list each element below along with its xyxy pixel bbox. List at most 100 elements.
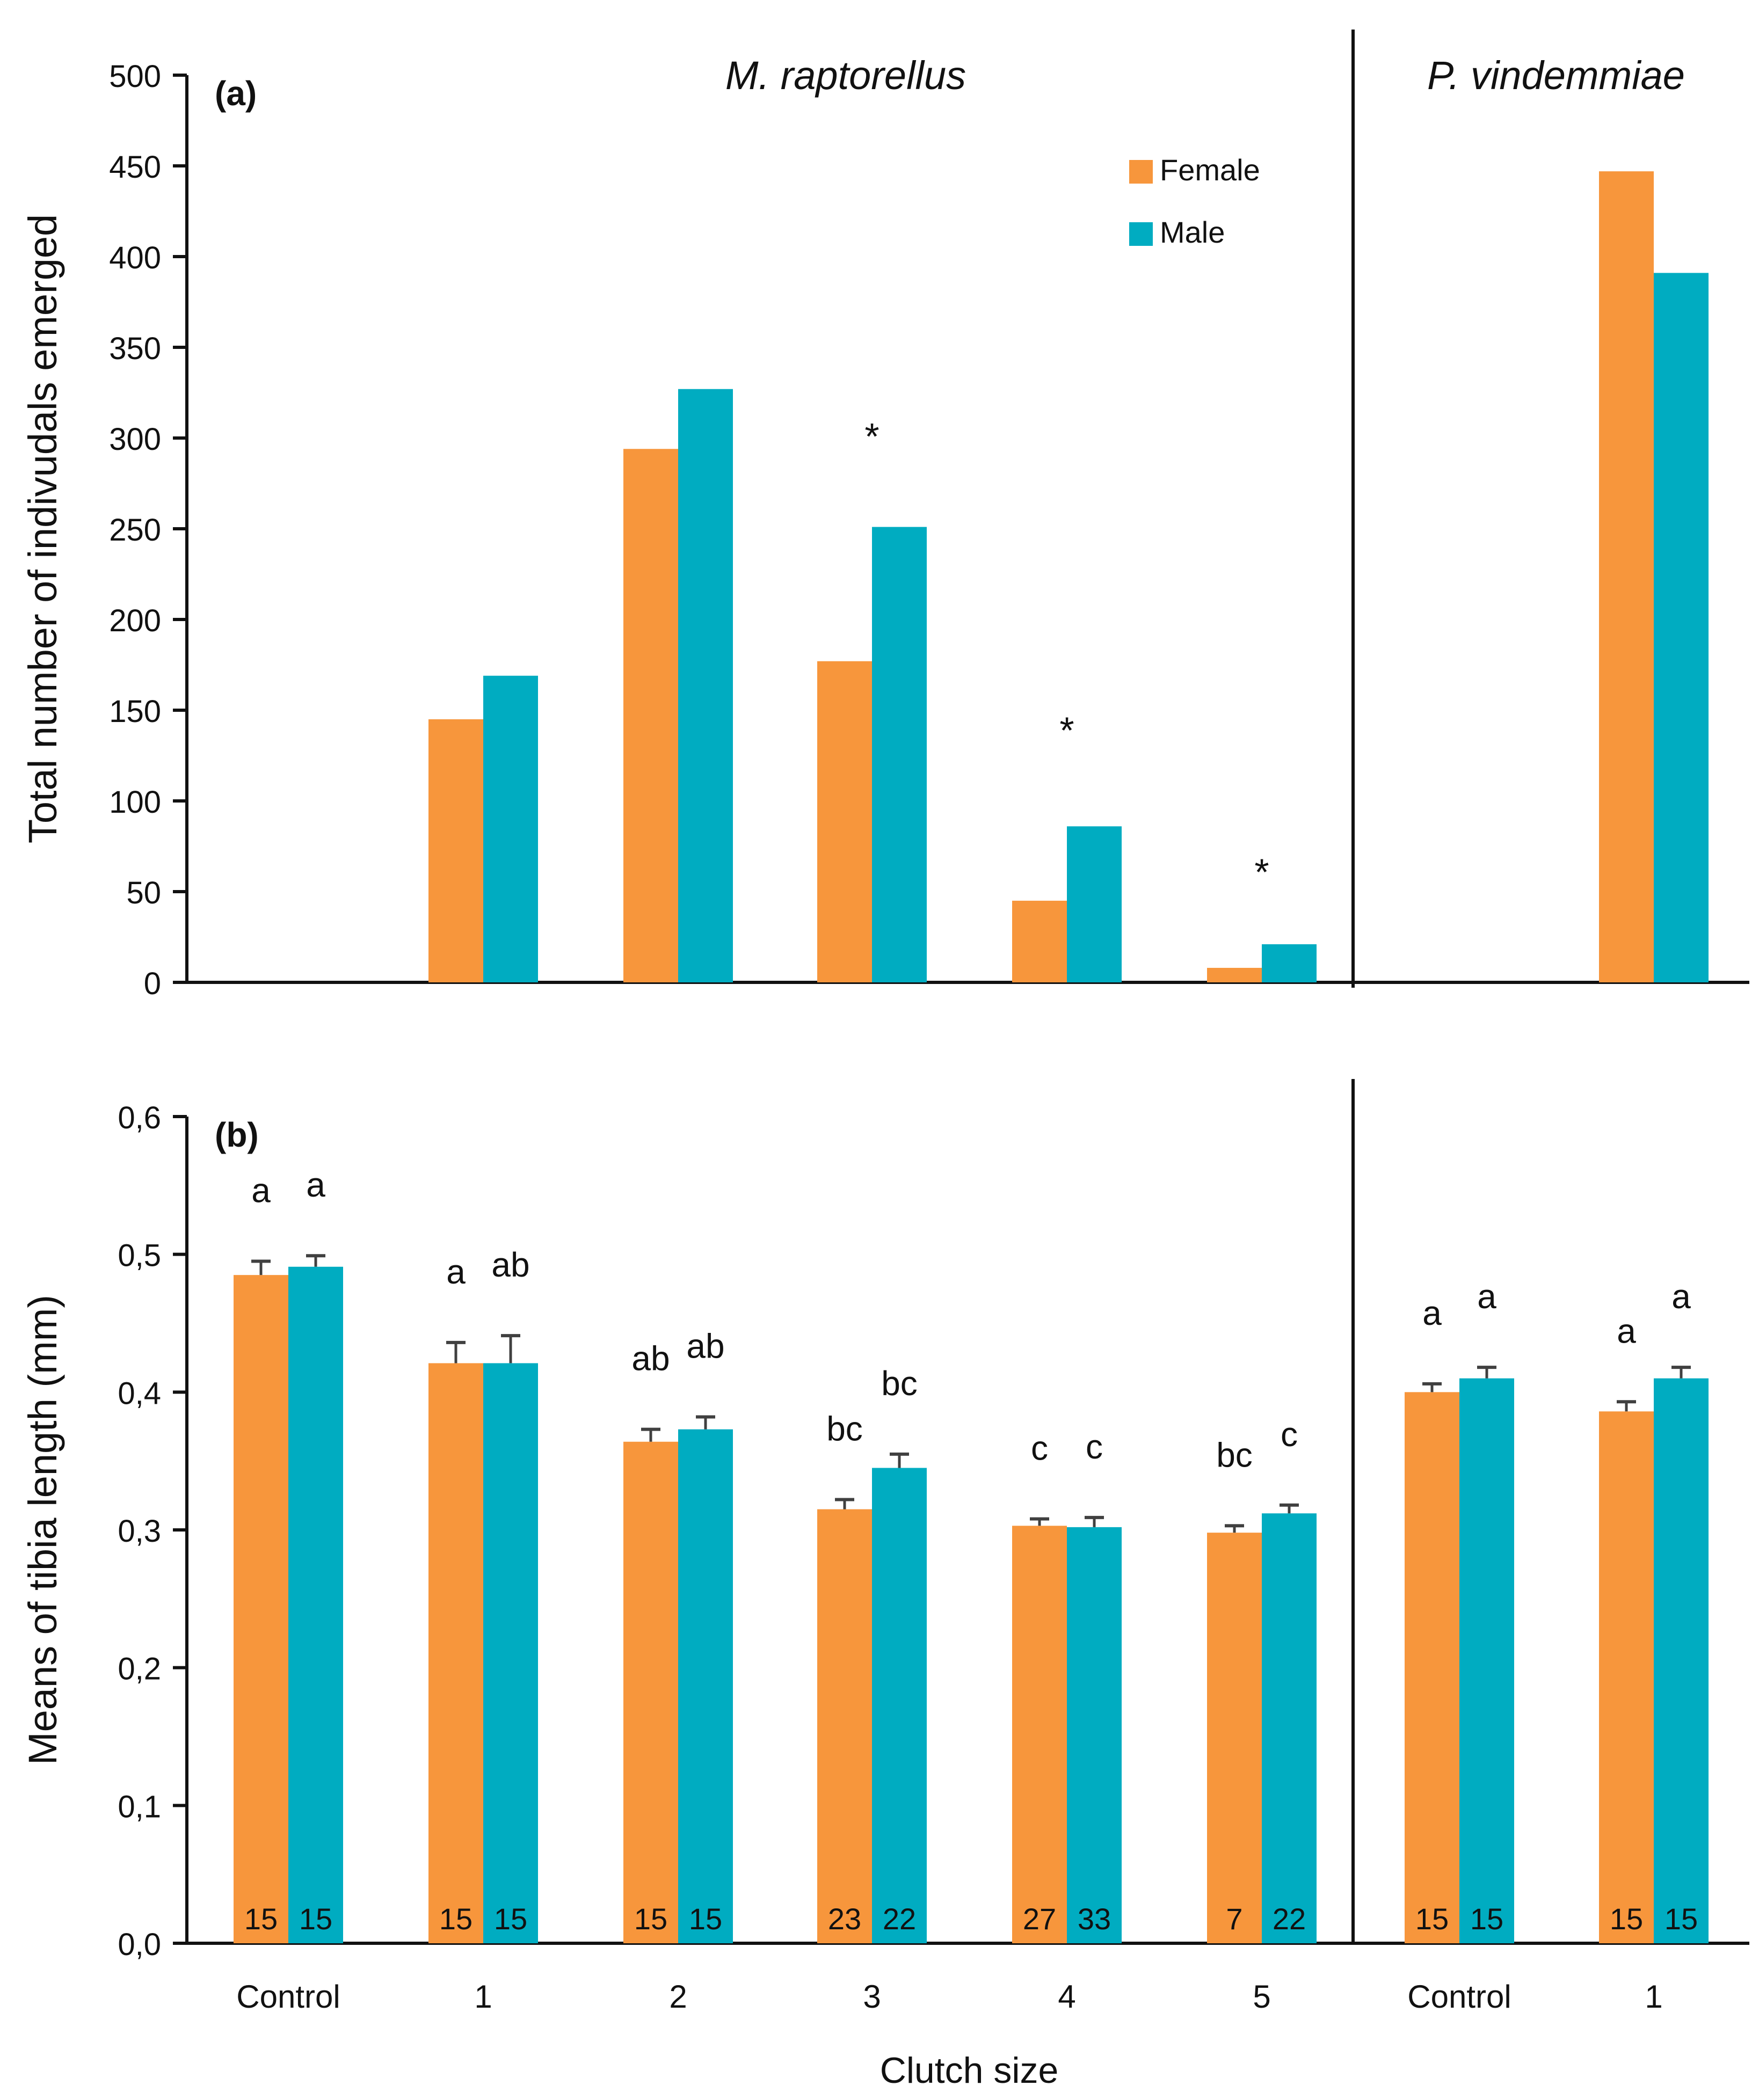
panel-a-significance-star: * [1059, 710, 1074, 752]
x-tick-label: Control [236, 1979, 340, 2015]
panel-b-bar-male [1459, 1378, 1514, 1943]
panel-a-bar-female [1012, 900, 1067, 982]
panel-b-bar-male [1067, 1527, 1122, 1943]
panel-b-label: (b) [215, 1115, 259, 1154]
panel-b-significance-letter: c [1086, 1427, 1103, 1466]
panel-b-sample-size: 15 [1415, 1902, 1449, 1936]
panel-b-y-tick-label: 0,6 [118, 1100, 161, 1135]
panel-b-significance-letter: ab [686, 1327, 724, 1366]
panel-a-y-tick-label: 300 [109, 422, 161, 457]
panel-a-significance-star: * [1254, 851, 1269, 893]
legend-label-male: Male [1160, 215, 1225, 249]
panel-b-y-tick-label: 0,4 [118, 1376, 161, 1411]
panel-b-bar-male [1262, 1513, 1317, 1943]
panel-a-bar-male [1654, 273, 1709, 982]
x-tick-label: 5 [1253, 1979, 1270, 2015]
panel-b-sample-size: 15 [299, 1902, 332, 1936]
panel-b-sample-size: 23 [828, 1902, 861, 1936]
panel-b-bar-male [1654, 1378, 1709, 1943]
panel-a-bar-male [678, 389, 733, 982]
panel-b-bar-female [817, 1509, 872, 1943]
panel-b-bar-male [288, 1266, 343, 1943]
panel-b-significance-letter: bc [826, 1410, 863, 1448]
panel-b-sample-size: 22 [1273, 1902, 1306, 1936]
panel-a-bar-male [1067, 826, 1122, 982]
panel-b-significance-letter: a [251, 1171, 271, 1210]
panel-a-bar-male [872, 527, 927, 982]
panel-b-significance-letter: a [306, 1165, 325, 1204]
panel-b-significance-letter: a [1617, 1311, 1636, 1350]
panel-b-sample-size: 15 [1610, 1902, 1643, 1936]
panel-b-sample-size: 33 [1078, 1902, 1111, 1936]
panel-b-sample-size: 27 [1023, 1902, 1056, 1936]
panel-b-significance-letter: a [446, 1252, 466, 1291]
legend-swatch-male [1129, 222, 1153, 246]
panel-b-y-tick-label: 0,2 [118, 1652, 161, 1687]
panel-b-y-tick-label: 0,5 [118, 1238, 161, 1273]
legend-swatch-female [1129, 160, 1153, 184]
panel-b-sample-size: 15 [244, 1902, 278, 1936]
panel-a-y-tick-label: 250 [109, 513, 161, 548]
panel-a-y-tick-label: 200 [109, 603, 161, 638]
panel-a-y-tick-label: 50 [126, 876, 161, 910]
panel-a-y-tick-label: 0 [144, 966, 161, 1001]
group-title-m-raptorellus: M. raptorellus [725, 53, 966, 98]
x-tick-label: 2 [669, 1979, 687, 2015]
panel-b-bar-male [483, 1363, 538, 1943]
panel-b-y-tick-label: 0,1 [118, 1789, 161, 1824]
panel-b-sample-size: 7 [1226, 1902, 1242, 1936]
panel-b-sample-size: 15 [634, 1902, 667, 1936]
panel-b-significance-letter: bc [1216, 1435, 1253, 1474]
panel-b-significance-letter: a [1671, 1277, 1691, 1316]
panel-b-sample-size: 15 [1470, 1902, 1503, 1936]
panel-b-bar-male [678, 1429, 733, 1943]
panel-b-significance-letter: a [1477, 1277, 1496, 1316]
panel-a-bar-female [1207, 967, 1262, 982]
x-tick-label: Control [1407, 1979, 1511, 2015]
x-tick-label: 1 [474, 1979, 492, 2015]
panel-a-label: (a) [215, 74, 257, 113]
legend-label-female: Female [1160, 153, 1260, 187]
panel-b-significance-letter: ab [491, 1245, 529, 1284]
panel-a-bar-female [1599, 171, 1654, 982]
x-tick-label: 4 [1058, 1979, 1075, 2015]
panel-b-sample-size: 15 [689, 1902, 722, 1936]
x-tick-label: 1 [1645, 1979, 1662, 2015]
panel-b-sample-size: 15 [1664, 1902, 1698, 1936]
panel-b-significance-letter: ab [631, 1339, 670, 1378]
panel-b-y-axis-label: Means of tibia length (mm) [20, 1295, 65, 1765]
panel-a-bar-male [483, 675, 538, 982]
panel-b-bar-female [428, 1363, 483, 1943]
panel-b-significance-letter: c [1281, 1415, 1298, 1454]
panel-a-y-tick-label: 100 [109, 785, 161, 820]
panel-b-bar-female [1599, 1411, 1654, 1943]
panel-a-y-tick-label: 400 [109, 240, 161, 275]
panel-b-bar-female [623, 1441, 678, 1943]
panel-b-bar-female [234, 1275, 288, 1943]
panel-b-sample-size: 22 [883, 1902, 916, 1936]
panel-a-bar-male [1262, 944, 1317, 982]
panel-b-significance-letter: c [1031, 1428, 1048, 1467]
panel-b-sample-size: 15 [494, 1902, 527, 1936]
panel-a-bar-female [428, 719, 483, 982]
panel-a-significance-star: * [864, 415, 879, 457]
panel-b-y-tick-label: 0,3 [118, 1514, 161, 1549]
panel-b-bar-male [872, 1468, 927, 1943]
x-axis-label: Clutch size [880, 2050, 1059, 2091]
panel-b-bar-female [1207, 1533, 1262, 1943]
group-title-p-vindemmiae: P. vindemmiae [1427, 53, 1685, 98]
panel-b-bar-female [1405, 1392, 1459, 1943]
panel-b-sample-size: 15 [439, 1902, 473, 1936]
panel-a-y-tick-label: 150 [109, 694, 161, 729]
panel-a-bar-female [817, 661, 872, 982]
panel-b-bar-female [1012, 1526, 1067, 1943]
panel-a-y-tick-label: 350 [109, 331, 161, 366]
x-tick-label: 3 [863, 1979, 881, 2015]
panel-a-y-axis-label: Total number of indivudals emerged [20, 214, 65, 843]
panel-b-significance-letter: bc [881, 1364, 918, 1403]
panel-a-y-tick-label: 500 [109, 59, 161, 94]
panel-b-significance-letter: a [1422, 1294, 1442, 1332]
panel-b-y-tick-label: 0,0 [118, 1927, 161, 1962]
